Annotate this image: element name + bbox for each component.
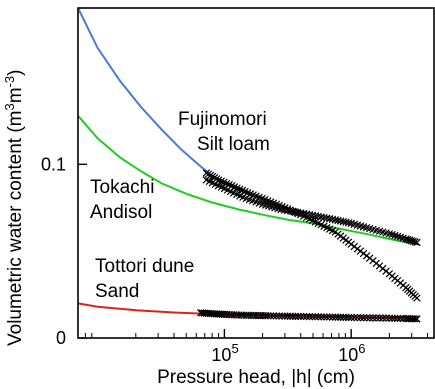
data-point-marker <box>302 312 311 321</box>
data-point-marker <box>305 312 314 321</box>
data-point-marker <box>275 312 283 320</box>
data-point-marker <box>278 312 286 320</box>
data-point-marker <box>325 215 334 223</box>
data-point-marker <box>314 212 322 221</box>
data-point-marker <box>266 312 275 320</box>
series-5-markers <box>196 309 421 323</box>
data-point-marker <box>411 238 419 246</box>
y-axis-label-main: Volumetric water content (m <box>5 111 26 346</box>
data-point-marker <box>413 294 421 302</box>
x-axis-label: Pressure head, |h| (cm) <box>157 367 355 388</box>
data-point-marker <box>311 313 320 321</box>
series-0-curve <box>78 8 210 174</box>
data-point-marker <box>391 314 399 323</box>
data-point-marker <box>350 313 359 322</box>
series-1-curve <box>78 115 418 246</box>
data-point-marker <box>413 315 421 323</box>
data-point-marker <box>356 313 365 322</box>
data-point-marker <box>317 213 325 221</box>
data-point-marker <box>388 314 396 322</box>
data-point-marker <box>328 215 337 224</box>
data-point-marker <box>302 210 311 218</box>
data-point-marker <box>375 314 384 322</box>
data-point-marker <box>305 210 314 219</box>
label-fujinomori-name: Fujinomori <box>178 109 267 130</box>
data-point-marker <box>323 214 331 222</box>
axis-layer: 105 106 0 0.1 <box>41 154 429 365</box>
data-point-marker <box>347 313 355 322</box>
data-point-marker <box>308 211 317 219</box>
data-point-marker <box>359 314 368 322</box>
data-point-marker <box>382 314 390 322</box>
data-point-marker <box>320 313 328 321</box>
data-point-marker <box>269 312 278 320</box>
y-tick-label-1: 0.1 <box>41 154 66 174</box>
data-point-marker <box>297 312 305 321</box>
label-tokachi-texture: Andisol <box>90 202 152 223</box>
data-point-marker <box>362 314 371 322</box>
data-point-marker <box>344 219 353 227</box>
y-axis-label-sup2: -3 <box>2 76 17 88</box>
data-point-marker <box>323 313 331 321</box>
data-point-marker <box>393 314 402 323</box>
y-axis-label-end: ) <box>5 70 26 76</box>
data-point-marker <box>353 313 362 322</box>
data-point-marker <box>413 238 421 247</box>
data-point-marker <box>311 212 320 220</box>
y-axis-label: Volumetric water content (m3m-3) <box>2 70 26 346</box>
data-point-marker <box>344 313 353 322</box>
data-point-marker <box>379 314 387 322</box>
data-point-marker <box>328 313 337 321</box>
label-tottori-texture: Sand <box>95 281 139 302</box>
label-tottori-name: Tottori dune <box>95 256 194 277</box>
data-point-marker <box>314 313 322 321</box>
data-point-marker <box>396 314 405 323</box>
data-point-marker <box>210 173 219 182</box>
data-point-marker <box>297 209 305 217</box>
label-fujinomori-texture: Silt loam <box>197 134 270 155</box>
y-axis-label-sup1: 3 <box>2 103 17 110</box>
series-4-markers <box>202 176 421 247</box>
x-tick-label-1: 106 <box>338 341 365 365</box>
y-tick-label-0: 0 <box>56 328 66 348</box>
data-point-marker <box>294 312 302 321</box>
data-point-marker <box>202 169 211 177</box>
label-tokachi-name: Tokachi <box>90 177 154 198</box>
data-point-marker <box>299 209 308 218</box>
data-point-marker <box>317 313 325 321</box>
data-point-marker <box>299 312 308 321</box>
data-point-marker <box>264 312 272 320</box>
data-point-marker <box>372 314 380 322</box>
data-point-marker <box>385 314 394 322</box>
data-point-marker <box>411 315 419 323</box>
data-point-marker <box>204 170 213 178</box>
data-point-marker <box>369 314 377 322</box>
data-point-marker <box>325 313 334 321</box>
data-point-marker <box>308 312 317 321</box>
data-point-marker <box>365 314 374 322</box>
series-layer <box>78 8 421 323</box>
x-tick-label-0: 105 <box>211 341 238 365</box>
data-point-marker <box>208 172 217 181</box>
data-point-marker <box>272 312 281 320</box>
plot-frame <box>77 7 435 339</box>
data-point-marker <box>320 213 328 222</box>
y-axis-label-mid: m <box>5 87 26 103</box>
